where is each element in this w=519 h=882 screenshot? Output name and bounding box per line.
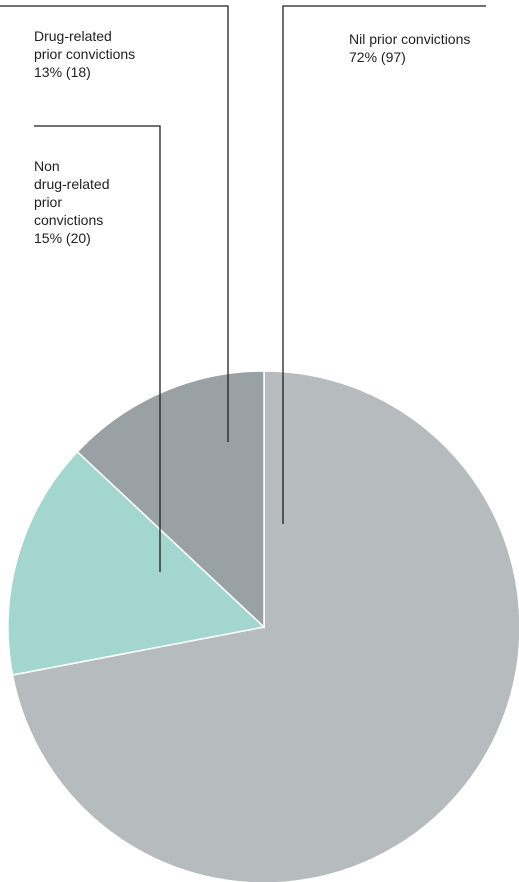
label-non-drug-related-line4: convictions [34, 212, 104, 228]
label-nil-prior: Nil prior convictions 72% (97) [349, 30, 470, 66]
pie-slice-nil-prior-convictions [11, 370, 519, 882]
label-non-drug-related-line2: drug-related [34, 176, 110, 192]
leader-line-nil-prior [282, 5, 486, 524]
pie-slices [7, 370, 519, 882]
label-nil-prior-line1: Nil prior convictions [349, 31, 471, 47]
label-drug-related-value: 13% (18) [34, 64, 91, 80]
pie-slice-drug-related-prior-convictions [76, 370, 265, 629]
label-non-drug-related: Non drug-related prior convictions 15% (… [34, 157, 110, 247]
label-drug-related-line2: prior convictions [34, 46, 136, 62]
leader-lines [0, 5, 486, 572]
label-drug-related: Drug-related prior convictions 13% (18) [34, 27, 135, 81]
label-non-drug-related-line3: prior [34, 194, 63, 210]
label-nil-prior-value: 72% (97) [349, 49, 406, 65]
leader-line-drug-related [0, 5, 229, 442]
label-drug-related-line1: Drug-related [34, 28, 112, 44]
label-non-drug-related-value: 15% (20) [34, 230, 91, 246]
leader-line-non-drug-related [34, 125, 161, 572]
pie-slice-non-drug-related-prior-convictions [7, 450, 266, 676]
label-non-drug-related-line1: Non [34, 158, 60, 174]
